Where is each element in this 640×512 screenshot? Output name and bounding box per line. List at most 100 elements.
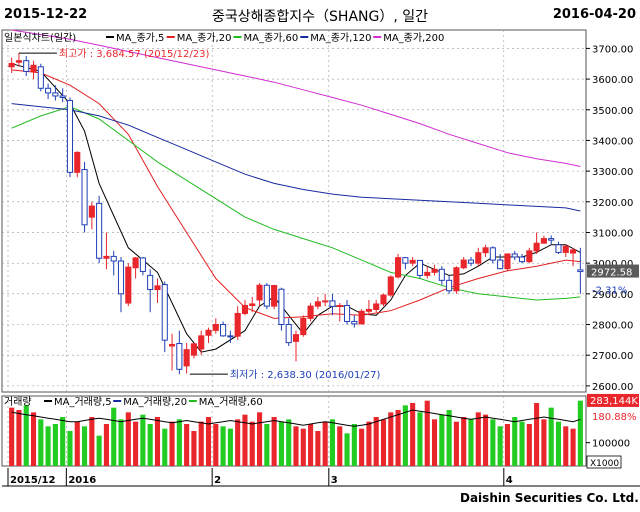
volume-bar — [220, 426, 226, 466]
y-tick-label: 3600.00 — [592, 75, 633, 86]
legend-label: MA_거래량,20 — [123, 396, 187, 408]
volume-bar — [548, 407, 554, 466]
volume-bar — [329, 419, 336, 466]
candle-body — [453, 267, 460, 292]
candle-body — [416, 259, 424, 276]
candle-body — [548, 238, 555, 241]
candle-body — [482, 247, 489, 254]
candle-body — [30, 64, 37, 72]
ma-line — [11, 29, 581, 167]
volume-bar — [278, 421, 284, 466]
volume-bar — [504, 424, 510, 466]
price-frame — [1, 29, 587, 393]
volume-bar — [67, 431, 73, 466]
candle-body — [555, 244, 562, 253]
legend-label: MA_종가,20 — [177, 32, 232, 44]
volume-bar — [16, 410, 22, 466]
volume-legend-title: 거래량 — [4, 396, 32, 408]
volume-bar — [133, 421, 139, 466]
low-annotation: 최저가 : 2,638.30 (2016/01/27) — [230, 369, 381, 381]
volume-bar — [103, 424, 109, 466]
volume-last-label: 283,144K — [590, 396, 638, 407]
volume-bar — [184, 424, 190, 466]
candle-body — [285, 324, 292, 344]
volume-bar — [453, 421, 459, 466]
volume-bar — [577, 400, 583, 466]
candle-body — [402, 257, 409, 264]
candle-body — [96, 202, 103, 259]
y-tick-label: 3700.00 — [592, 44, 633, 55]
candle-body — [198, 335, 205, 350]
candle-body — [424, 271, 431, 276]
candle-body — [88, 205, 95, 218]
volume-bar — [555, 421, 562, 466]
volume-bar — [570, 428, 576, 466]
candle-body — [139, 257, 146, 272]
candle-body — [168, 343, 176, 347]
candle-body — [409, 259, 416, 264]
candle-body — [117, 260, 125, 295]
volume-bar — [395, 410, 401, 466]
candle-body — [23, 60, 30, 72]
x-tick-label: 4 — [506, 475, 513, 486]
candle-body — [497, 259, 504, 270]
volume-bar — [89, 417, 95, 466]
candle-body — [562, 245, 569, 253]
candle-body — [220, 324, 227, 337]
candle-body — [256, 284, 263, 301]
last-price-label: 2972.58 — [591, 268, 632, 279]
price-legend: 일본식차트(일간) MA_종가,5 MA_종가,20 MA_종가,60 MA_종가,12… — [4, 32, 444, 44]
x-tick-label: 2016 — [68, 475, 96, 486]
volume-legend: 거래량 MA_거래량,5 MA_거래량,20 MA_거래량,60 — [4, 396, 263, 408]
volume-unit-label: X1000 — [590, 459, 619, 469]
y-tick-label: 3300.00 — [592, 167, 633, 178]
candle-body — [241, 304, 249, 314]
candle-body — [329, 300, 336, 307]
candle-body — [103, 255, 110, 259]
volume-bar — [60, 417, 66, 466]
volume-tick-label: 100000 — [592, 439, 630, 450]
volume-bar — [191, 431, 197, 466]
x-tick-label: 3 — [331, 475, 338, 486]
x-tick-label: 2 — [214, 475, 221, 486]
volume-last-box — [587, 393, 639, 407]
volume-bar — [468, 419, 474, 466]
candle-body — [387, 276, 394, 296]
candle-body — [446, 279, 453, 292]
volume-bar — [205, 417, 212, 466]
ma-line — [11, 69, 581, 319]
legend-label: MA_종가,200 — [383, 32, 444, 44]
candle-body — [511, 253, 518, 258]
last-change-label: -2.31% — [592, 286, 627, 297]
x-axis: 2015/12 2016 2 3 4 — [2, 468, 640, 487]
volume-bar — [256, 412, 263, 466]
volume-bar — [30, 412, 37, 466]
candle-body — [526, 250, 533, 263]
volume-bar — [118, 419, 124, 466]
volume-bar — [147, 424, 153, 466]
volume-bar — [534, 403, 540, 466]
candle-body — [322, 300, 329, 303]
candle-body — [475, 252, 482, 264]
volume-bar — [483, 414, 489, 466]
ma-line — [11, 103, 581, 212]
volume-bar — [162, 428, 168, 466]
candle-body — [205, 329, 212, 336]
candle-body — [234, 312, 241, 337]
volume-bar — [402, 405, 408, 466]
candle-body — [314, 301, 321, 307]
candle-body — [132, 257, 139, 269]
legend-label: MA_거래량,60 — [199, 396, 263, 408]
candle-body — [504, 253, 511, 270]
volume-bar — [388, 412, 394, 466]
candle-body — [518, 256, 526, 263]
y-tick-label: 2600.00 — [592, 382, 633, 393]
volume-bar — [512, 417, 518, 466]
volume-bar — [490, 419, 496, 466]
volume-bar — [293, 426, 299, 466]
volume-bar — [125, 412, 131, 466]
candle-body — [300, 317, 307, 336]
candle-body — [271, 285, 278, 307]
candle-body — [373, 303, 380, 310]
candle-body — [358, 310, 365, 325]
